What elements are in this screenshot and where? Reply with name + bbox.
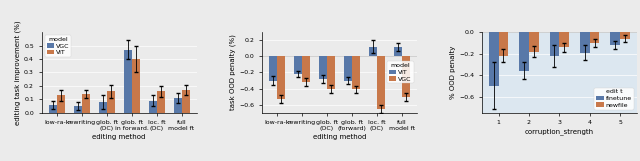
Bar (519, 32, 529, 71)
Bar (301, 56, 310, 82)
Bar (550, 32, 559, 56)
Bar (99, 102, 107, 113)
Y-axis label: task OOD penalty (%): task OOD penalty (%) (230, 34, 236, 110)
Legend: ViT, VGC: ViT, VGC (387, 62, 413, 83)
Bar (352, 56, 360, 89)
Bar (559, 32, 569, 47)
Bar (377, 56, 385, 109)
Bar (157, 91, 164, 113)
Bar (611, 32, 620, 45)
Bar (107, 91, 115, 113)
Bar (148, 101, 157, 113)
X-axis label: editing method: editing method (312, 134, 366, 140)
Y-axis label: editing task improvement (%): editing task improvement (%) (15, 20, 21, 125)
Bar (269, 56, 276, 80)
Bar (529, 32, 539, 52)
Legend: finetune, newfile: finetune, newfile (595, 88, 634, 110)
X-axis label: editing method: editing method (92, 134, 146, 140)
Bar (276, 56, 285, 99)
Bar (326, 56, 335, 89)
Bar (57, 95, 65, 113)
Bar (49, 105, 57, 113)
Bar (173, 98, 182, 113)
Bar (489, 32, 499, 86)
Bar (74, 106, 82, 113)
Bar (402, 56, 410, 97)
Bar (369, 47, 377, 56)
Bar (589, 32, 600, 43)
Bar (499, 32, 508, 56)
Bar (580, 32, 589, 53)
Bar (319, 56, 326, 79)
Bar (182, 90, 189, 113)
X-axis label: corruption_strength: corruption_strength (525, 128, 594, 135)
Y-axis label: % OOD penalty: % OOD penalty (451, 46, 456, 99)
Bar (394, 47, 402, 56)
Bar (294, 56, 301, 74)
Bar (132, 59, 140, 113)
Bar (124, 50, 132, 113)
Legend: VGC, ViT: VGC, ViT (45, 35, 71, 57)
Bar (620, 32, 630, 39)
Bar (344, 56, 352, 80)
Bar (82, 94, 90, 113)
